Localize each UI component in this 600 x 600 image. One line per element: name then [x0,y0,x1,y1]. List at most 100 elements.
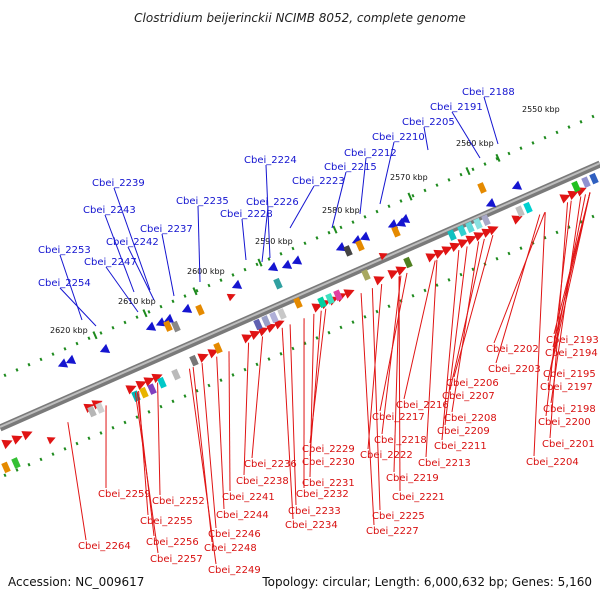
lower-gene-label[interactable]: Cbei_2249 [208,565,261,576]
inner-tick [75,441,79,446]
scale-tick [257,258,263,267]
blue-gene-arrow [387,219,399,229]
upper-gene-leader [59,254,83,321]
lower-gene-label[interactable]: Cbei_2252 [152,496,205,507]
upper-gene-label[interactable]: Cbei_2205 [402,117,455,128]
red-gene-arrow [273,320,285,330]
upper-gene-label[interactable]: Cbei_2188 [462,87,515,98]
lower-gene-label[interactable]: Cbei_2194 [545,348,598,359]
outer-tick [327,230,331,235]
lower-gene-label[interactable]: Cbei_2238 [236,476,289,487]
lower-gene-label[interactable]: Cbei_2225 [372,511,425,522]
lower-gene-label[interactable]: Cbei_2200 [538,417,591,428]
upper-gene-label[interactable]: Cbei_2247 [84,257,137,268]
upper-gene-leader [261,206,269,263]
inner-tick [51,452,55,456]
lower-gene-label[interactable]: Cbei_2244 [216,510,269,521]
upper-gene-leader [104,214,135,293]
lower-gene-label[interactable]: Cbei_2221 [392,492,445,503]
upper-gene-label[interactable]: Cbei_2235 [176,196,229,207]
outer-tick [579,120,583,124]
upper-gene-label[interactable]: Cbei_2212 [344,148,397,159]
feature-box [87,405,97,418]
upper-gene-label[interactable]: Cbei_2226 [246,197,299,208]
lower-gene-leader [188,368,217,565]
lower-gene-label[interactable]: Cbei_2218 [374,435,427,446]
lower-gene-leader [549,202,569,439]
lower-gene-label[interactable]: Cbei_2236 [244,459,297,470]
lower-gene-label[interactable]: Cbei_2202 [486,344,539,355]
upper-gene-label[interactable]: Cbei_2253 [38,245,91,256]
lower-gene-label[interactable]: Cbei_2232 [296,489,349,500]
lower-gene-label[interactable]: Cbei_2195 [543,369,596,380]
lower-gene-label[interactable]: Cbei_2208 [444,413,497,424]
feature-box [147,383,157,395]
upper-gene-label[interactable]: Cbei_2237 [140,224,193,235]
genome-backbone-highlight [0,162,600,428]
upper-gene-label[interactable]: Cbei_2191 [430,102,483,113]
lower-gene-label[interactable]: Cbei_2259 [98,489,151,500]
lower-gene-label[interactable]: Cbei_2217 [372,412,425,423]
lower-gene-leader [425,259,438,458]
upper-gene-label[interactable]: Cbei_2215 [324,162,377,173]
lower-gene-label[interactable]: Cbei_2207 [442,391,495,402]
red-gene-arrow [249,330,261,340]
inner-tick [327,330,331,335]
inner-tick [375,309,379,314]
outer-tick [15,368,19,372]
upper-gene-label[interactable]: Cbei_2254 [38,278,91,289]
lower-gene-label[interactable]: Cbei_2248 [204,543,257,554]
lower-gene-label[interactable]: Cbei_2233 [288,506,341,517]
lower-gene-label[interactable]: Cbei_2222 [360,450,413,461]
red-gene-arrow [241,334,253,344]
lower-gene-label[interactable]: Cbei_2257 [150,554,203,565]
lower-gene-label[interactable]: Cbei_2204 [526,457,579,468]
inner-tick [267,357,271,361]
outer-tick [51,352,55,356]
outer-tick [171,299,175,304]
upper-gene-label[interactable]: Cbei_2228 [220,209,273,220]
inner-tick [255,362,259,367]
upper-gene-label[interactable]: Cbei_2243 [83,205,136,216]
lower-gene-label[interactable]: Cbei_2198 [543,404,596,415]
inner-tick [279,352,283,356]
outer-tick [471,167,475,172]
lower-gene-label[interactable]: Cbei_2203 [488,364,541,375]
lower-gene-label[interactable]: Cbei_2209 [437,426,490,437]
feature-box [515,205,525,217]
outer-tick [183,294,187,298]
lower-gene-label[interactable]: Cbei_2241 [222,492,275,503]
lower-gene-label[interactable]: Cbei_2193 [546,335,599,346]
lower-gene-label[interactable]: Cbei_2231 [302,478,355,489]
lower-gene-label[interactable]: Cbei_2201 [542,439,595,450]
lower-gene-label[interactable]: Cbei_2213 [418,458,471,469]
outer-tick [255,262,259,267]
lower-gene-label[interactable]: Cbei_2246 [208,529,261,540]
feature-box [171,368,181,381]
lower-gene-label[interactable]: Cbei_2216 [396,400,449,411]
lower-gene-label[interactable]: Cbei_2206 [446,378,499,389]
lower-gene-label[interactable]: Cbei_2230 [302,457,355,468]
lower-gene-label[interactable]: Cbei_2234 [285,520,338,531]
lower-gene-label[interactable]: Cbei_2197 [540,382,593,393]
lower-gene-label[interactable]: Cbei_2255 [140,516,193,527]
lower-gene-label[interactable]: Cbei_2211 [434,441,487,452]
upper-gene-label[interactable]: Cbei_2210 [372,132,425,143]
lower-gene-label[interactable]: Cbei_2229 [302,444,355,455]
inner-tick [387,304,391,309]
blue-gene-arrow [155,317,167,327]
upper-gene-label[interactable]: Cbei_2242 [106,237,159,248]
upper-gene-label[interactable]: Cbei_2239 [92,178,145,189]
upper-gene-label[interactable]: Cbei_2224 [244,155,297,166]
outer-tick [363,215,367,219]
upper-gene-label[interactable]: Cbei_2223 [292,176,345,187]
outer-tick [531,141,535,145]
outer-tick [483,162,487,166]
lower-gene-label[interactable]: Cbei_2264 [78,541,131,552]
lower-gene-label[interactable]: Cbei_2219 [386,473,439,484]
lower-gene-label[interactable]: Cbei_2227 [366,526,419,537]
upper-gene-leader [127,246,155,301]
upper-gene-leader [241,218,247,261]
lower-gene-leader [138,390,149,516]
lower-gene-label[interactable]: Cbei_2256 [146,537,199,548]
